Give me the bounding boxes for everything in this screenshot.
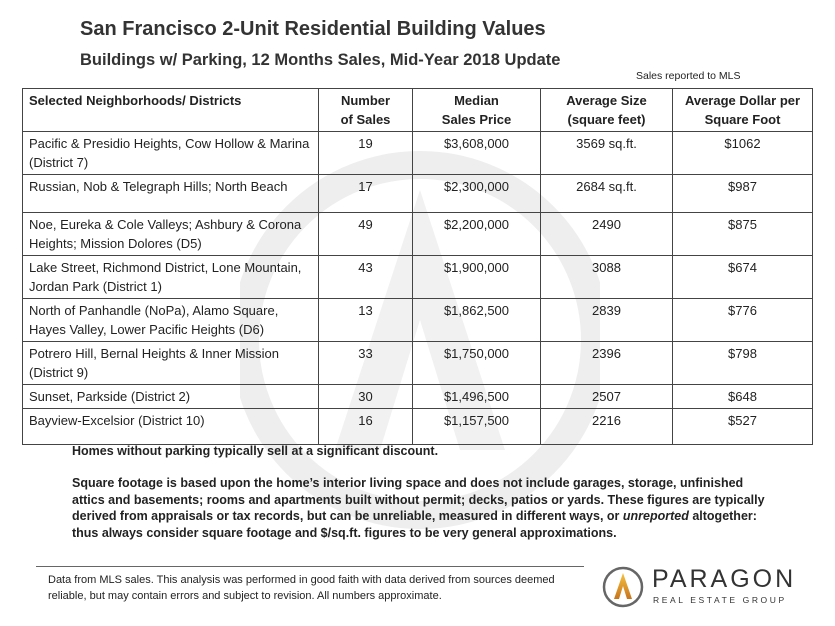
header-line: Sales Price: [441, 112, 512, 127]
table-cell: 2396: [540, 341, 673, 385]
table-cell: Pacific & Presidio Heights, Cow Hollow &…: [22, 131, 319, 175]
note: Square footage is based upon the home’s …: [72, 475, 772, 541]
table-cell: 3088: [540, 255, 673, 299]
table-cell: 2684 sq.ft.: [540, 174, 673, 213]
table-cell: $2,300,000: [412, 174, 541, 213]
table-cell: 16: [318, 408, 413, 445]
note-text: altogether: thus always consider square …: [72, 509, 757, 540]
table-row: North of Panhandle (NoPa), Alamo Square,…: [22, 298, 813, 342]
tagline: REAL ESTATE GROUP: [653, 595, 787, 605]
table-cell: $875: [672, 212, 813, 256]
table-cell: $1,750,000: [412, 341, 541, 385]
table-cell: 43: [318, 255, 413, 299]
table-cell: 3569 sq.ft.: [540, 131, 673, 175]
table-cell: $1,900,000: [412, 255, 541, 299]
column-header: Number of Sales: [318, 88, 413, 132]
header-line: Square Foot: [704, 112, 781, 127]
table-cell: $527: [672, 408, 813, 445]
table-cell: 2216: [540, 408, 673, 445]
table-row: Russian, Nob & Telegraph Hills; North Be…: [22, 174, 813, 213]
table-cell: $1,496,500: [412, 384, 541, 409]
header-line: of Sales: [340, 112, 391, 127]
table-cell: 13: [318, 298, 413, 342]
data-table: Selected Neighborhoods/ Districts Number o…: [22, 88, 813, 445]
header-line: Median: [454, 93, 499, 108]
table-cell: Lake Street, Richmond District, Lone Mou…: [22, 255, 319, 299]
note-text: Square footage is based upon the home’s …: [72, 476, 765, 523]
header-line: (square feet): [567, 112, 646, 127]
table-cell: 2839: [540, 298, 673, 342]
table-row: Pacific & Presidio Heights, Cow Hollow &…: [22, 131, 813, 175]
table-cell: 19: [318, 131, 413, 175]
table-row: Sunset, Parkside (District 2) 30 $1,496,50…: [22, 384, 813, 409]
table-cell: North of Panhandle (NoPa), Alamo Square,…: [22, 298, 319, 342]
table-row: Lake Street, Richmond District, Lone Mou…: [22, 255, 813, 299]
table-cell: Noe, Eureka & Cole Valleys; Ashbury & Co…: [22, 212, 319, 256]
table-cell: 2490: [540, 212, 673, 256]
header-line: Average Size: [566, 93, 647, 108]
table-row: Noe, Eureka & Cole Valleys; Ashbury & Co…: [22, 212, 813, 256]
table-cell: 2507: [540, 384, 673, 409]
header-line: Selected Neighborhoods/ Districts: [29, 93, 242, 108]
table-cell: $1,862,500: [412, 298, 541, 342]
subtitle: Buildings w/ Parking, 12 Months Sales, M…: [80, 51, 561, 69]
logo-mark: [602, 566, 644, 608]
table-row: Potrero Hill, Bernal Heights & Inner Mis…: [22, 341, 813, 385]
header-line: Number: [340, 93, 391, 108]
table-cell: Potrero Hill, Bernal Heights & Inner Mis…: [22, 341, 319, 385]
divider: [36, 566, 584, 567]
header-line: Average Dollar per: [684, 93, 801, 108]
table-cell: 49: [318, 212, 413, 256]
table-cell: $648: [672, 384, 813, 409]
table-cell: $674: [672, 255, 813, 299]
note: Homes without parking typically sell at …: [72, 444, 439, 458]
table-cell: 17: [318, 174, 413, 213]
column-header: Median Sales Price: [412, 88, 541, 132]
source-note: Sales reported to MLS: [636, 70, 741, 82]
table-cell: Russian, Nob & Telegraph Hills; North Be…: [22, 174, 319, 213]
table-cell: 30: [318, 384, 413, 409]
brand: PARAGON: [652, 565, 797, 593]
disclaimer: Data from MLS sales. This analysis was p…: [48, 574, 555, 602]
table-cell: $1,157,500: [412, 408, 541, 445]
table-row: Bayview-Excelsior (District 10) 16 $1,157,…: [22, 408, 813, 445]
title: San Francisco 2-Unit Residential Buildin…: [80, 18, 546, 40]
table-cell: Bayview-Excelsior (District 10): [22, 408, 319, 445]
table-cell: $987: [672, 174, 813, 213]
header-row: Selected Neighborhoods/ Districts Number o…: [22, 88, 813, 132]
table-cell: $798: [672, 341, 813, 385]
table-cell: $776: [672, 298, 813, 342]
note-emphasis: unreported: [622, 509, 689, 523]
table-cell: $1062: [672, 131, 813, 175]
table-cell: Sunset, Parkside (District 2): [22, 384, 319, 409]
table-cell: $2,200,000: [412, 212, 541, 256]
column-header: Average Size (square feet): [540, 88, 673, 132]
table-cell: $3,608,000: [412, 131, 541, 175]
column-header: Selected Neighborhoods/ Districts: [22, 88, 319, 132]
column-header: Average Dollar per Square Foot: [672, 88, 813, 132]
table-cell: 33: [318, 341, 413, 385]
